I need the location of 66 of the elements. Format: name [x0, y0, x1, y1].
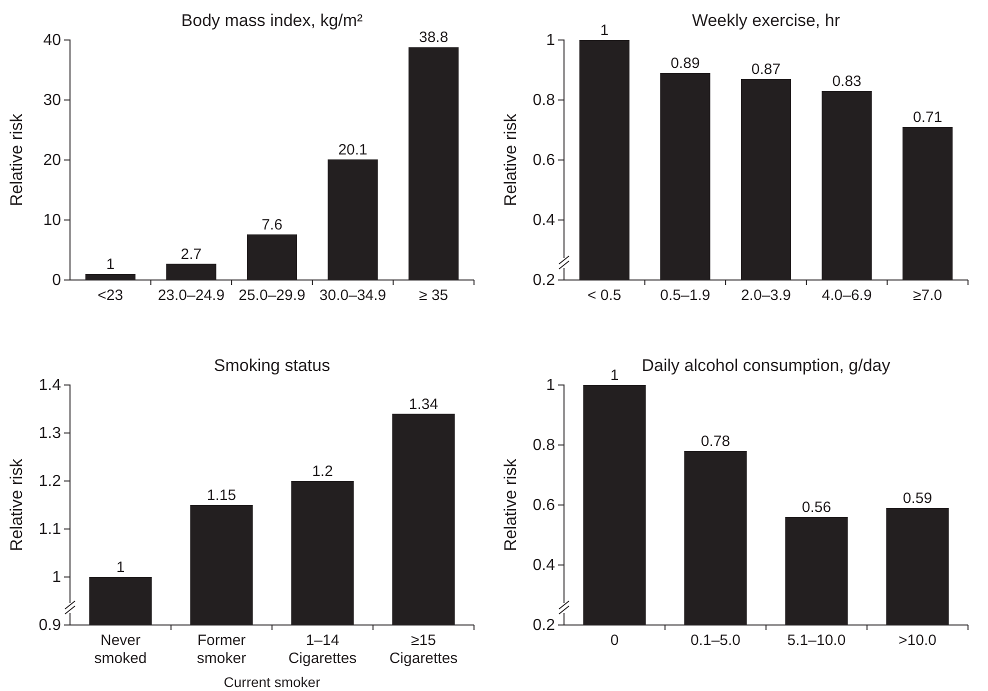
x-tick-label: 1–14 Cigarettes [288, 632, 357, 667]
y-tick-label: 0.6 [532, 152, 556, 170]
x-axis-title: Current smoker [224, 674, 321, 690]
chart-title: Weekly exercise, hr [692, 11, 840, 30]
y-tick-label: 0.6 [532, 497, 556, 514]
y-axis-title: Relative risk [7, 458, 26, 552]
y-axis-title: Relative risk [501, 458, 520, 552]
data-label: 1.2 [312, 463, 333, 480]
data-label: 1.34 [408, 396, 438, 413]
y-tick-label: 40 [43, 32, 62, 50]
x-tick-label: Never smoked [94, 632, 147, 667]
chart-title: Daily alcohol consumption, g/day [642, 356, 891, 375]
y-tick-label: 1 [52, 569, 62, 586]
y-tick-label: 1.1 [38, 521, 62, 538]
y-tick-label: 0.8 [532, 92, 556, 110]
data-label: 0.78 [700, 433, 730, 450]
y-axis-title: Relative risk [7, 113, 26, 206]
chart-title: Smoking status [214, 356, 330, 375]
x-tick-label: 2.0–3.9 [740, 287, 792, 304]
x-tick-label: 0.1–5.0 [690, 632, 741, 649]
x-tick-label: ≥ 35 [419, 287, 448, 304]
data-label: 0.59 [902, 490, 932, 507]
y-tick-label: 1 [546, 377, 556, 394]
x-tick-label: 4.0–6.9 [822, 287, 872, 304]
x-tick-label: >10.0 [898, 632, 936, 649]
data-label: 1 [610, 367, 619, 384]
data-label: 0.56 [802, 499, 832, 516]
x-tick-label: ≥15 Cigarettes [389, 632, 458, 667]
data-label: 1.15 [206, 487, 236, 504]
y-tick-label: 0 [52, 272, 62, 290]
y-tick-label: 0.2 [532, 617, 556, 634]
y-tick-label: 1.3 [38, 425, 62, 442]
data-label: 38.8 [419, 29, 448, 46]
x-tick-label: ≥7.0 [913, 287, 942, 304]
data-label: 1 [106, 256, 115, 273]
x-tick-label: <23 [98, 287, 124, 304]
y-tick-label: 1.4 [38, 377, 62, 394]
y-tick-label: 10 [43, 212, 62, 230]
y-tick-label: 0.8 [532, 437, 556, 454]
x-tick-label: 0 [610, 632, 619, 649]
data-label: 20.1 [338, 141, 368, 158]
x-tick-label: 0.5–1.9 [660, 287, 710, 304]
x-tick-label: < 0.5 [588, 287, 622, 304]
data-label: 0.71 [913, 109, 942, 126]
data-label: 0.87 [751, 61, 781, 78]
y-tick-label: 0.4 [532, 212, 556, 230]
data-label: 0.83 [832, 73, 862, 90]
y-tick-label: 0.2 [532, 272, 556, 290]
data-label: 2.7 [180, 246, 202, 263]
x-tick-label: 5.1–10.0 [787, 632, 846, 649]
chart-title: Body mass index, kg/m² [181, 11, 364, 30]
data-label: 1 [600, 22, 609, 39]
y-tick-label: 30 [43, 92, 62, 110]
data-label: 7.6 [262, 216, 282, 234]
x-tick-label: Former smoker [196, 632, 246, 667]
y-tick-label: 20 [43, 152, 62, 170]
x-tick-label: 25.0–29.9 [238, 287, 306, 304]
x-tick-label: 23.0–24.9 [158, 287, 225, 304]
y-axis-title: Relative risk [501, 113, 520, 206]
y-tick-label: 1.2 [38, 473, 62, 490]
x-tick-label: 30.0–34.9 [319, 287, 386, 304]
y-tick-label: 1 [546, 32, 556, 50]
data-label: 1 [116, 559, 125, 576]
y-tick-label: 0.4 [532, 557, 556, 574]
y-tick-label: 0.9 [38, 617, 62, 634]
data-label: 0.89 [670, 55, 700, 72]
